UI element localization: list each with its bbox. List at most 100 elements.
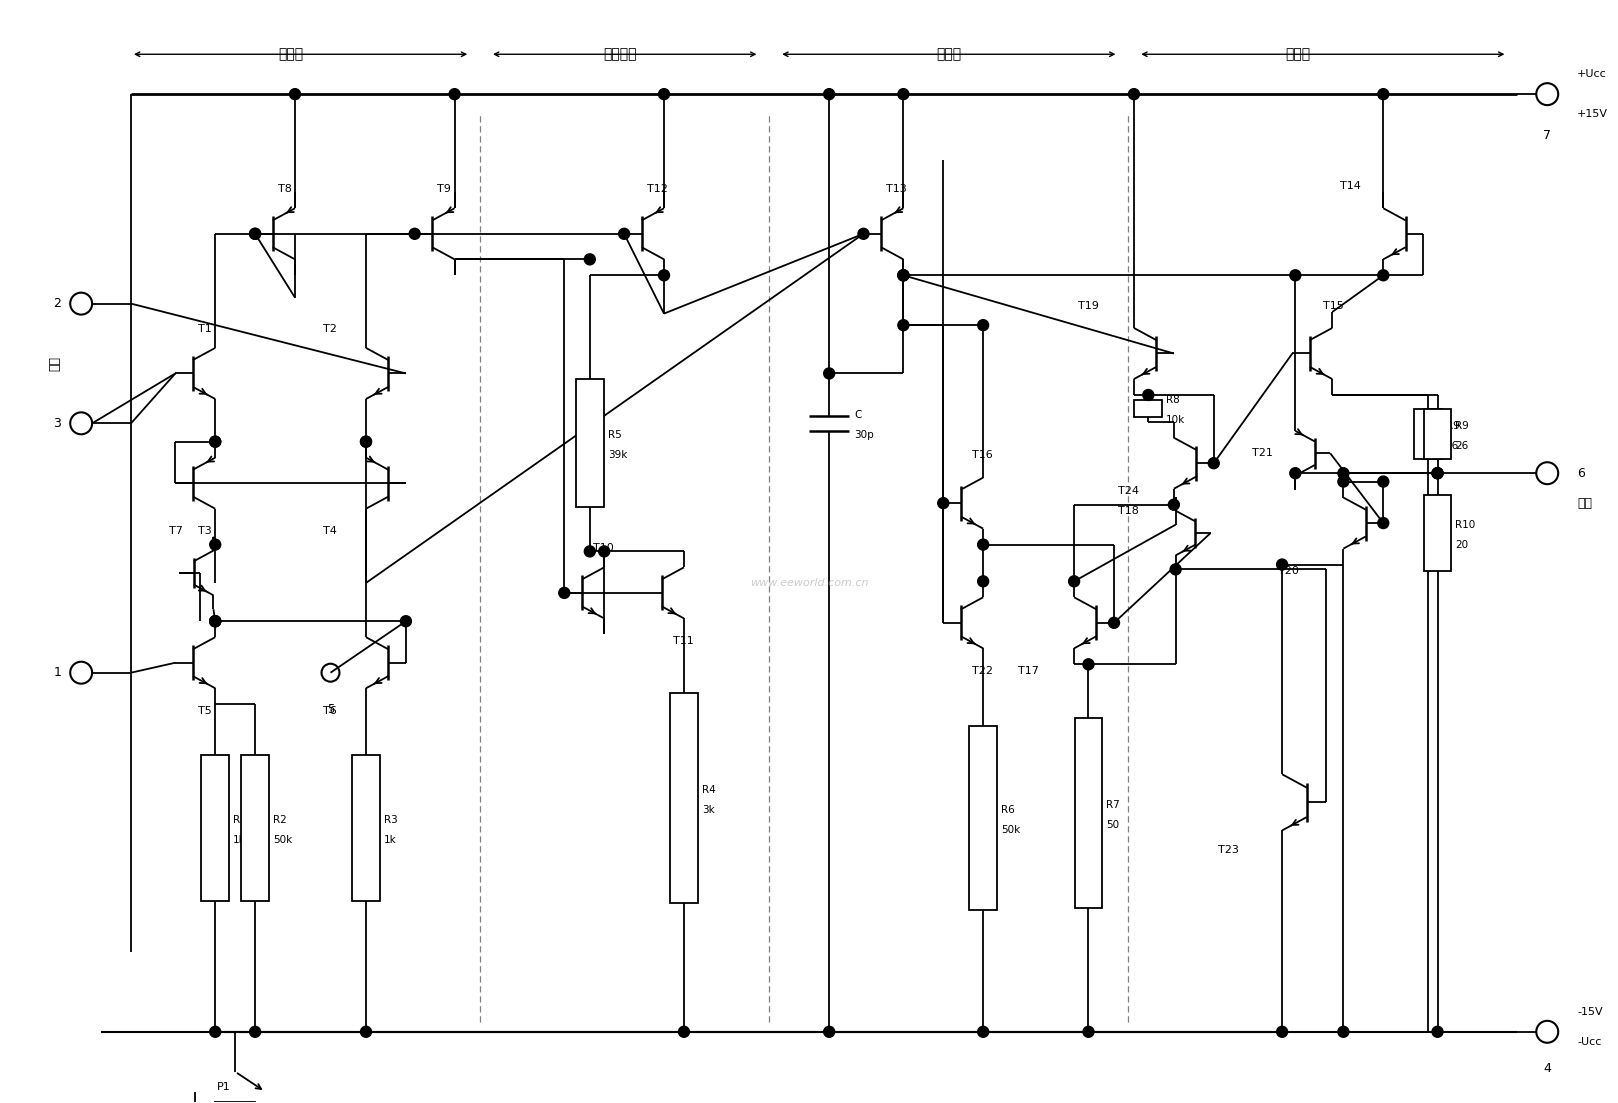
Circle shape bbox=[898, 88, 909, 99]
Text: T17: T17 bbox=[1018, 666, 1039, 676]
Text: 7: 7 bbox=[1544, 129, 1552, 142]
Text: T12: T12 bbox=[647, 184, 668, 194]
Circle shape bbox=[618, 228, 629, 239]
Text: 10k: 10k bbox=[1167, 416, 1186, 426]
Circle shape bbox=[1209, 458, 1220, 469]
Text: 50: 50 bbox=[1107, 821, 1120, 831]
Text: 3: 3 bbox=[53, 417, 61, 430]
Text: 2: 2 bbox=[53, 297, 61, 310]
Circle shape bbox=[249, 1026, 260, 1037]
Text: 30p: 30p bbox=[854, 430, 874, 440]
Circle shape bbox=[1277, 1026, 1288, 1037]
Text: 1k: 1k bbox=[383, 835, 396, 845]
Circle shape bbox=[584, 546, 595, 557]
Text: T22: T22 bbox=[972, 666, 993, 676]
Text: T19: T19 bbox=[1078, 301, 1099, 311]
Text: T16: T16 bbox=[972, 450, 992, 460]
Bar bbox=[215, 1102, 256, 1103]
Circle shape bbox=[584, 254, 595, 265]
Text: 50k: 50k bbox=[1002, 825, 1021, 835]
Text: R9: R9 bbox=[1445, 421, 1459, 431]
Circle shape bbox=[1379, 88, 1388, 99]
Circle shape bbox=[361, 436, 372, 447]
Bar bbox=[969, 726, 997, 910]
Circle shape bbox=[361, 436, 372, 447]
Text: T11: T11 bbox=[673, 635, 694, 645]
Circle shape bbox=[938, 497, 948, 508]
Bar bbox=[201, 756, 230, 901]
Circle shape bbox=[210, 1026, 220, 1037]
Circle shape bbox=[659, 88, 670, 99]
Circle shape bbox=[1082, 658, 1094, 670]
Text: T6: T6 bbox=[324, 706, 337, 716]
Text: 20: 20 bbox=[1456, 540, 1469, 550]
Text: T10: T10 bbox=[592, 543, 613, 554]
Bar bbox=[1424, 409, 1451, 459]
Bar bbox=[353, 756, 380, 901]
Bar bbox=[670, 694, 697, 903]
Text: 5: 5 bbox=[327, 703, 335, 716]
Text: R4: R4 bbox=[702, 785, 715, 795]
Text: R8: R8 bbox=[1167, 395, 1180, 406]
Circle shape bbox=[898, 270, 909, 281]
Circle shape bbox=[1168, 500, 1180, 511]
Circle shape bbox=[1379, 476, 1388, 488]
Circle shape bbox=[824, 88, 835, 99]
Circle shape bbox=[1082, 1026, 1094, 1037]
Circle shape bbox=[1379, 517, 1388, 528]
Circle shape bbox=[1338, 1026, 1349, 1037]
Text: P1: P1 bbox=[217, 1082, 230, 1092]
Circle shape bbox=[450, 88, 460, 99]
Bar bbox=[576, 379, 604, 507]
Text: 4: 4 bbox=[1544, 1062, 1552, 1074]
Text: +15V: +15V bbox=[1578, 109, 1608, 119]
Text: -15V: -15V bbox=[1578, 1007, 1603, 1017]
Circle shape bbox=[977, 320, 989, 331]
Text: T14: T14 bbox=[1340, 181, 1361, 191]
Text: R9: R9 bbox=[1456, 421, 1469, 431]
Text: R6: R6 bbox=[1002, 805, 1014, 815]
Circle shape bbox=[1290, 468, 1301, 479]
Circle shape bbox=[1068, 576, 1079, 587]
Circle shape bbox=[210, 615, 220, 627]
Circle shape bbox=[558, 588, 570, 599]
Circle shape bbox=[824, 368, 835, 379]
Circle shape bbox=[400, 615, 411, 627]
Text: 6: 6 bbox=[1578, 467, 1586, 480]
Bar bbox=[1134, 399, 1162, 417]
Text: R2: R2 bbox=[273, 815, 286, 825]
Text: T21: T21 bbox=[1252, 448, 1273, 458]
Text: 3k: 3k bbox=[702, 805, 715, 815]
Bar bbox=[1074, 718, 1102, 909]
Text: 偏置电路: 偏置电路 bbox=[604, 47, 636, 62]
Text: 26: 26 bbox=[1445, 441, 1459, 451]
Circle shape bbox=[409, 228, 421, 239]
Text: 39k: 39k bbox=[608, 450, 628, 460]
Text: T1: T1 bbox=[197, 324, 212, 334]
Bar bbox=[241, 756, 269, 901]
Text: 输出: 输出 bbox=[1578, 496, 1592, 510]
Circle shape bbox=[210, 539, 220, 550]
Circle shape bbox=[1432, 468, 1443, 479]
Text: 50k: 50k bbox=[273, 835, 293, 845]
Text: 中间级: 中间级 bbox=[937, 47, 961, 62]
Text: T24: T24 bbox=[1118, 486, 1139, 496]
Circle shape bbox=[210, 436, 220, 447]
Text: T8: T8 bbox=[278, 184, 291, 194]
Text: +Ucc: +Ucc bbox=[1578, 69, 1607, 79]
Circle shape bbox=[1108, 618, 1120, 629]
Circle shape bbox=[210, 615, 220, 627]
Circle shape bbox=[824, 1026, 835, 1037]
Circle shape bbox=[1338, 468, 1349, 479]
Text: R3: R3 bbox=[383, 815, 398, 825]
Text: T15: T15 bbox=[1324, 301, 1343, 311]
Circle shape bbox=[1142, 389, 1154, 400]
Circle shape bbox=[290, 88, 301, 99]
Circle shape bbox=[1277, 559, 1288, 570]
Circle shape bbox=[599, 546, 610, 557]
Text: T20: T20 bbox=[1278, 566, 1299, 576]
Bar bbox=[1424, 495, 1451, 571]
Circle shape bbox=[210, 615, 220, 627]
Text: 1: 1 bbox=[53, 666, 61, 679]
Circle shape bbox=[898, 320, 909, 331]
